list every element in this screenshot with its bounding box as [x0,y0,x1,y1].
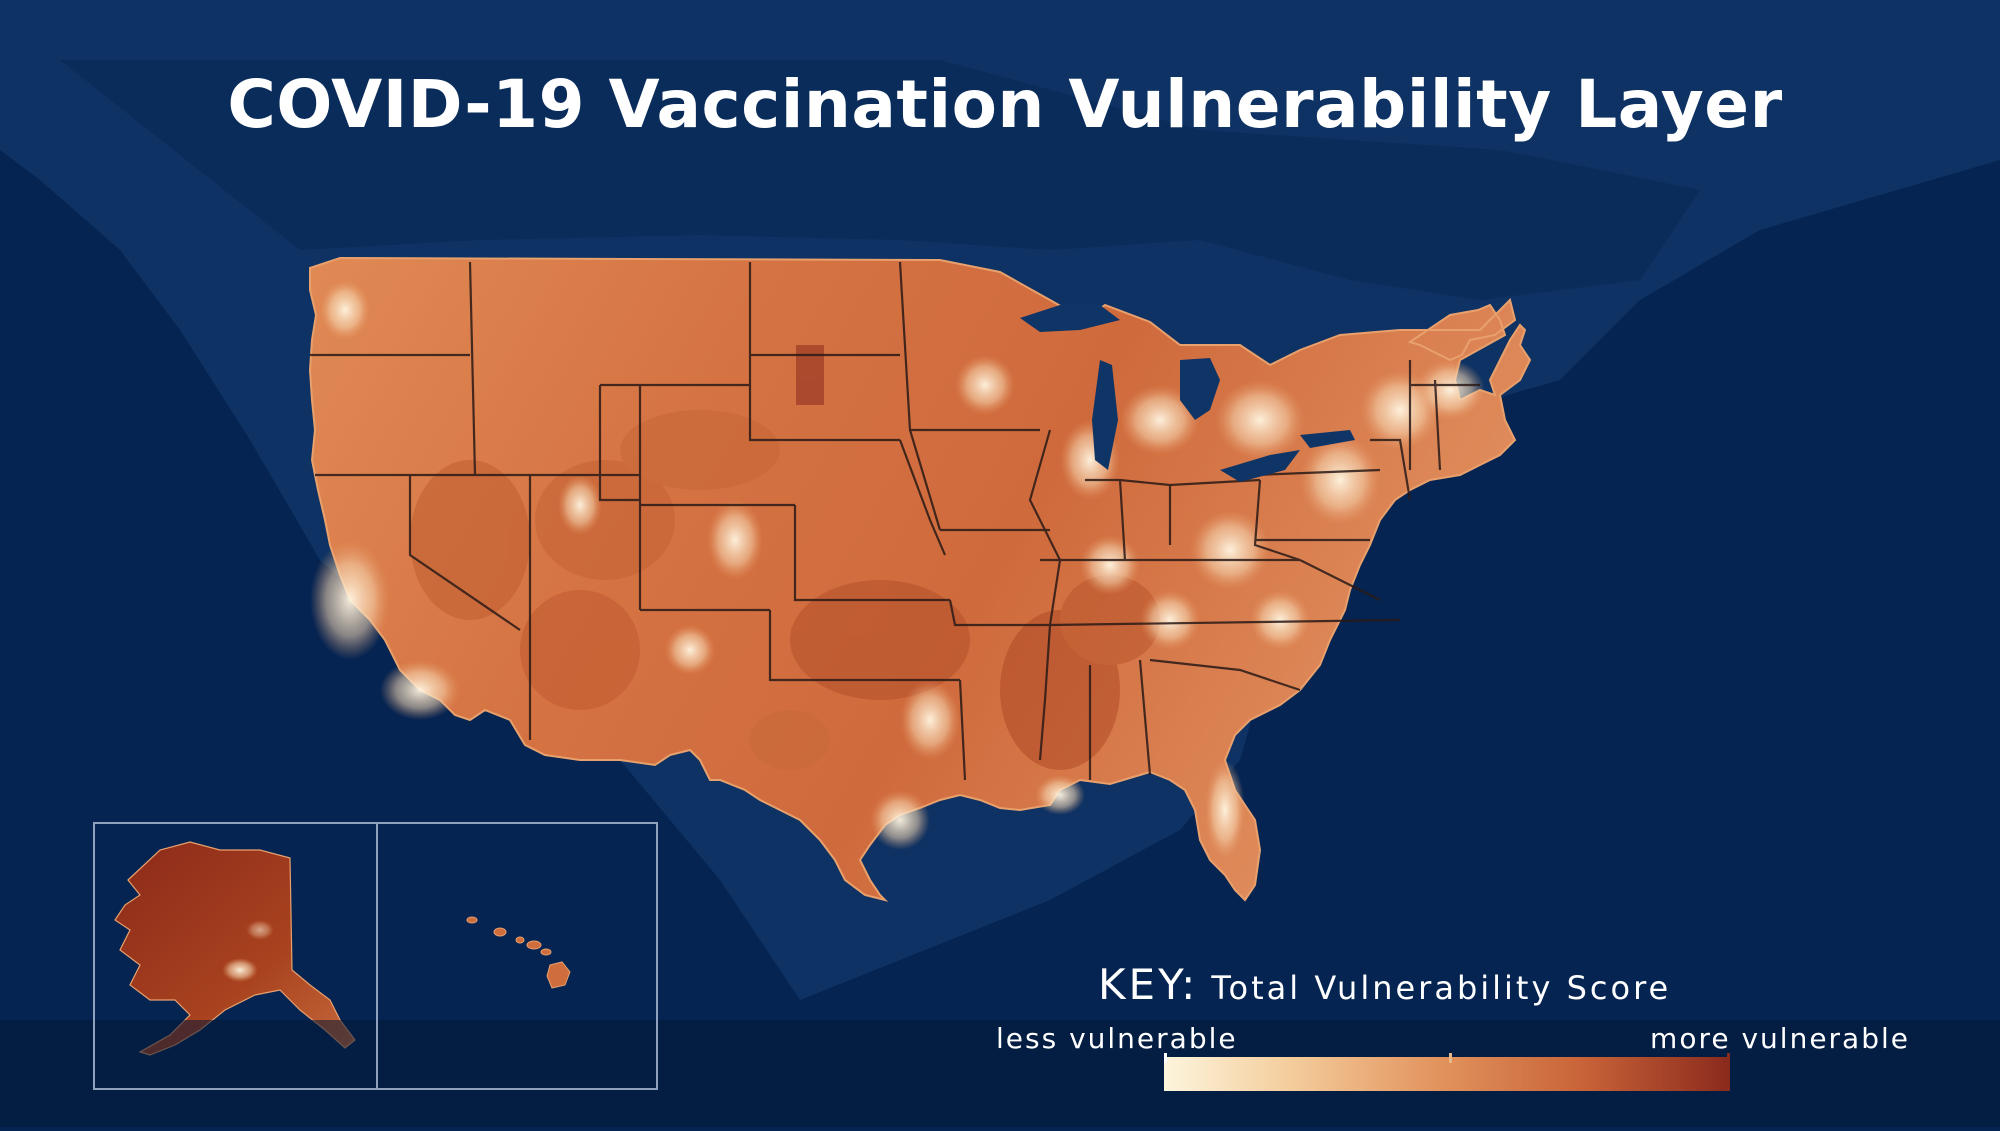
background-land-dark [60,60,1700,300]
legend-tick-mid [1449,1053,1452,1063]
legend-color-bar [1164,1057,1730,1091]
state-borders [310,261,1480,781]
legend-title: KEY: Total Vulnerability Score [1098,960,1671,1009]
alaska-inset-map [114,841,356,1056]
low-vulnerability-spots [310,280,1485,860]
legend-key-label: KEY: [1098,960,1199,1009]
inset-divider [376,824,378,1088]
legend-high-label: more vulnerable [1650,1022,1910,1055]
hawaii-inset-map [466,916,571,989]
alaska-shape [114,841,356,1056]
map-title: COVID-19 Vaccination Vulnerability Layer [227,66,1783,143]
contiguous-us [308,256,1532,902]
great-lakes [1020,305,1355,482]
legend-description: Total Vulnerability Score [1211,969,1672,1007]
legend-low-label: less vulnerable [996,1022,1238,1055]
inset-frame [93,822,658,1090]
legend-tick-high [1727,1053,1730,1063]
legend-tick-low [1164,1053,1167,1063]
